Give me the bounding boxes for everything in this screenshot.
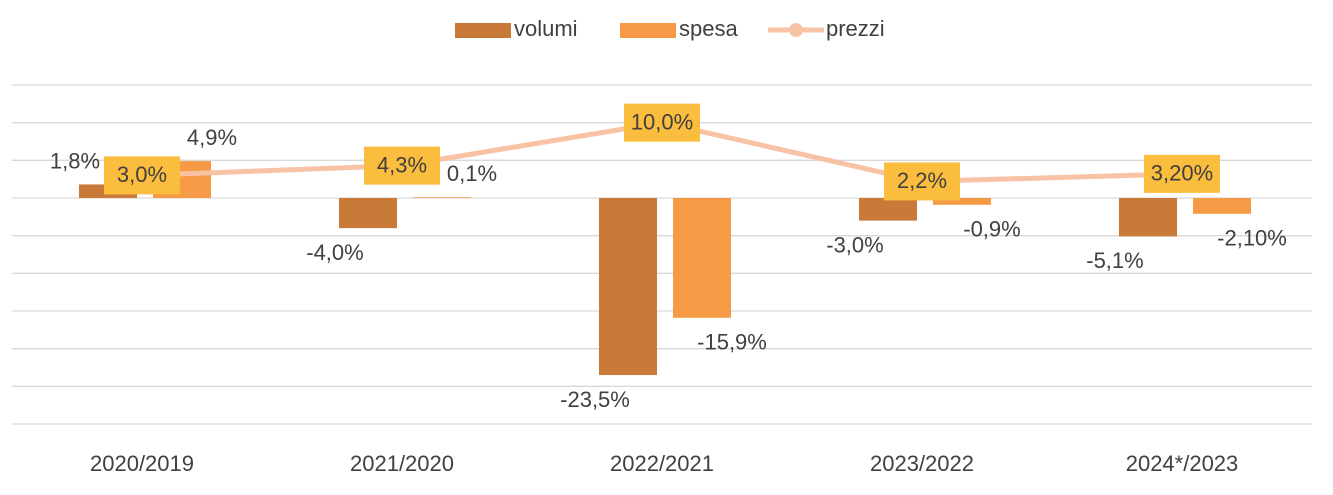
data-label: -4,0%: [306, 240, 363, 265]
bar: [673, 198, 731, 318]
bar: [339, 198, 397, 229]
x-tick-label: 2021/2020: [350, 451, 454, 476]
data-label: -2,10%: [1217, 226, 1287, 251]
legend-swatch: [455, 23, 511, 38]
data-label-box: [624, 103, 700, 142]
x-tick-label: 2022/2021: [610, 451, 714, 476]
bar: [1193, 198, 1251, 214]
data-label: 1,8%: [50, 148, 100, 173]
bar: [599, 198, 657, 376]
data-label-box: [1144, 154, 1220, 193]
bar: [413, 197, 471, 198]
data-label: 3,20%: [1151, 161, 1213, 186]
legend-label: volumi: [514, 16, 578, 41]
data-label: 4,9%: [187, 125, 237, 150]
x-tick-label: 2023/2022: [870, 451, 974, 476]
bar: [933, 198, 991, 205]
data-label: -3,0%: [826, 232, 883, 257]
legend-swatch: [620, 23, 676, 38]
data-label-box: [104, 156, 180, 195]
data-label: -23,5%: [560, 387, 630, 412]
bar: [859, 198, 917, 221]
data-label: -15,9%: [697, 330, 767, 355]
x-tick-label: 2020/2019: [90, 451, 194, 476]
data-label: 3,0%: [117, 162, 167, 187]
x-tick-label: 2024*/2023: [1126, 451, 1239, 476]
data-label: 0,1%: [447, 161, 497, 186]
legend-marker: [789, 23, 803, 37]
data-label: 2,2%: [897, 168, 947, 193]
data-label-box: [884, 162, 960, 201]
data-label: 10,0%: [631, 109, 693, 134]
bar: [1119, 198, 1177, 237]
data-label: -5,1%: [1086, 248, 1143, 273]
data-label: -0,9%: [963, 217, 1020, 242]
data-label: 4,3%: [377, 152, 427, 177]
legend-label: spesa: [679, 16, 738, 41]
legend-label: prezzi: [826, 16, 885, 41]
data-label-box: [364, 146, 440, 185]
